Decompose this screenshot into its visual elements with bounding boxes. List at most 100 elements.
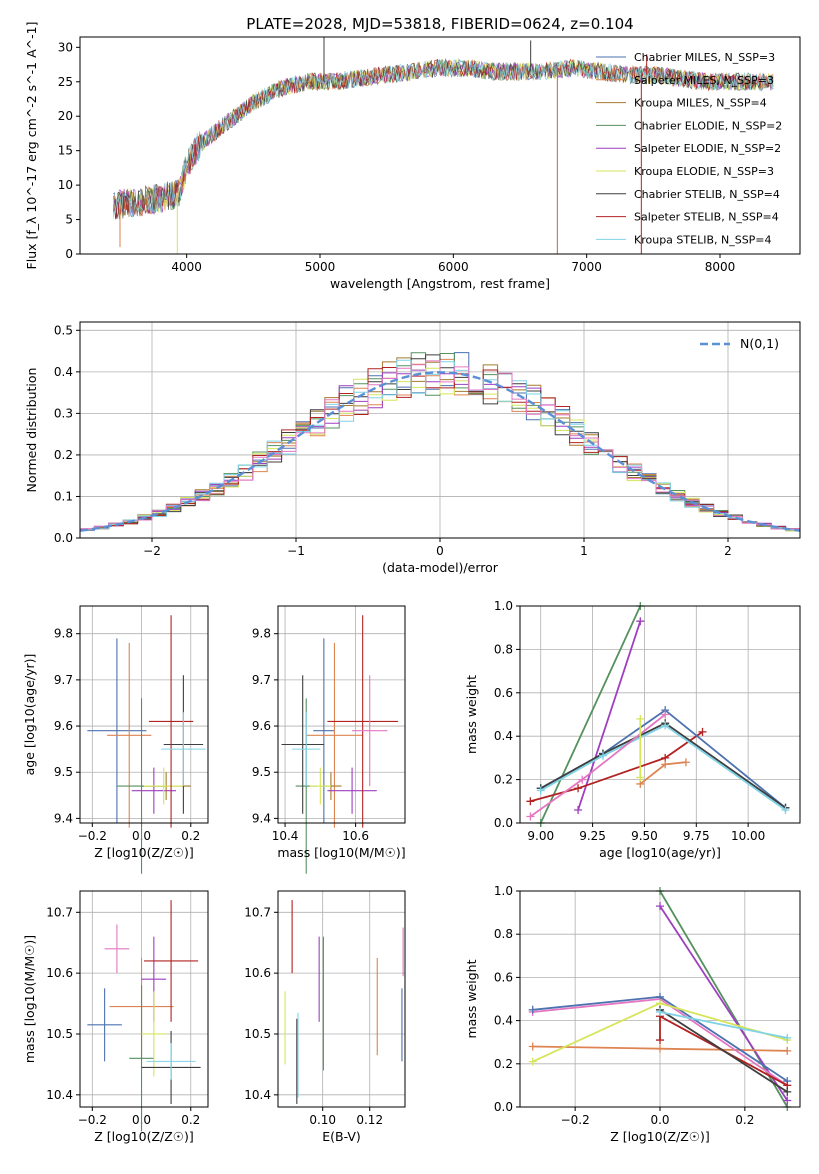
x-tick-label: 0.2 (181, 1113, 200, 1127)
y-tick-label: 5 (65, 213, 73, 227)
y-tick-label: 10 (58, 178, 73, 192)
weight-marker (661, 721, 670, 730)
x-tick-label: 10.6 (342, 829, 369, 843)
weight-line (530, 731, 704, 803)
y-tick-label: 10.5 (244, 1027, 271, 1041)
y-tick-label: 0.0 (494, 1100, 513, 1114)
y-tick-label: 10.7 (244, 905, 271, 919)
x-tick-label: 0.2 (735, 1113, 754, 1127)
y-tick-label: 9.5 (252, 765, 271, 779)
x-tick-label: −2 (143, 544, 161, 558)
y-tick-label: 0.1 (54, 489, 73, 503)
y-axis-label: Flux [f_λ 10^-17 erg cm^-2 s^-1 A^-1] (24, 22, 39, 270)
weight-line (577, 620, 642, 811)
y-tick-label: 1.0 (494, 599, 513, 613)
weight-marker (783, 1033, 792, 1042)
weight-line (659, 1011, 788, 1039)
y-tick-label: 0.6 (494, 970, 513, 984)
y-axis-label: age [log10(age/yr)] (22, 654, 37, 776)
weight-line (639, 761, 686, 785)
axes-frame (79, 890, 209, 1108)
weight-marker (656, 1007, 664, 1016)
y-tick-label: 0.4 (494, 729, 513, 743)
y-tick-label: 0.2 (494, 773, 513, 787)
x-tick-label: 4000 (171, 260, 202, 274)
weight-marker (526, 797, 535, 806)
x-axis-label: E(B-V) (322, 1129, 361, 1144)
y-tick-label: 0.2 (54, 448, 73, 462)
histogram-steps (80, 367, 800, 530)
x-tick-label: 6000 (438, 260, 469, 274)
weight-marker (783, 1087, 792, 1096)
y-tick-label: 0.6 (494, 686, 513, 700)
weight-marker (656, 1036, 664, 1045)
spectrum-line (112, 58, 774, 219)
y-tick-label: 9.7 (54, 673, 73, 687)
y-tick-label: 9.4 (54, 811, 73, 825)
x-tick-label: 10.4 (272, 829, 299, 843)
y-tick-label: 9.5 (54, 765, 73, 779)
x-tick-label: 0.0 (650, 1113, 669, 1127)
weight-marker (574, 805, 583, 814)
weight-line (539, 605, 642, 824)
legend-label: N(0,1) (740, 336, 779, 351)
weight-line (659, 905, 789, 1101)
weight-line (659, 1009, 788, 1093)
y-tick-label: 10.4 (46, 1088, 73, 1102)
x-axis-label: wavelength [Angstrom, rest frame] (330, 276, 550, 291)
y-tick-label: 0.2 (494, 1057, 513, 1071)
x-tick-label: 9.50 (631, 829, 658, 843)
weight-marker (528, 1005, 537, 1014)
weight-marker (698, 727, 707, 736)
weight-marker (661, 710, 670, 719)
x-tick-label: −0.2 (561, 1113, 590, 1127)
y-tick-label: 15 (58, 144, 73, 158)
legend-label: Kroupa ELODIE, N_SSP=3 (634, 165, 774, 178)
axes-frame (277, 890, 406, 1108)
weight-marker (781, 805, 790, 814)
y-axis-label: mass weight (464, 959, 479, 1038)
y-axis-label: mass [log10(M/M☉)] (22, 935, 37, 1063)
x-tick-label: 9.00 (527, 829, 554, 843)
x-axis-label: Z [log10(Z/Z☉)] (610, 1129, 710, 1144)
y-tick-label: 0.0 (494, 816, 513, 830)
y-tick-label: 9.6 (252, 719, 271, 733)
y-tick-label: 0.8 (494, 927, 513, 941)
legend-label: Chabrier STELIB, N_SSP=4 (634, 188, 780, 201)
weight-marker (636, 714, 645, 723)
weight-marker (656, 1044, 664, 1053)
y-tick-label: 10.7 (46, 905, 73, 919)
x-tick-label: 1 (580, 544, 588, 558)
y-tick-label: 0.0 (54, 531, 73, 545)
x-tick-label: 9.25 (579, 829, 606, 843)
y-tick-label: 0.8 (494, 642, 513, 656)
y-tick-label: 10.6 (244, 966, 271, 980)
x-tick-label: −1 (287, 544, 305, 558)
weight-marker (598, 751, 607, 760)
x-axis-label: Z [log10(Z/Z☉)] (94, 845, 194, 860)
weight-marker (783, 1046, 792, 1055)
y-tick-label: 9.8 (54, 627, 73, 641)
axes-frame (79, 36, 801, 255)
y-tick-label: 1.0 (494, 884, 513, 898)
weight-marker (783, 1096, 792, 1105)
x-axis-label: (data-model)/error (382, 560, 499, 575)
x-axis-label: mass [log10(M/M☉)] (277, 845, 405, 860)
legend-label: Chabrier ELODIE, N_SSP=2 (634, 119, 782, 132)
legend-label: Chabrier MILES, N_SSP=3 (634, 51, 775, 64)
x-tick-label: 0.10 (309, 1113, 336, 1127)
y-tick-label: 9.4 (252, 811, 271, 825)
x-tick-label: 2 (724, 544, 732, 558)
legend-label: Kroupa MILES, N_SSP=4 (634, 97, 767, 110)
y-tick-label: 0.3 (54, 406, 73, 420)
x-tick-label: 8000 (705, 260, 736, 274)
axes-frame (277, 605, 406, 824)
weight-marker (578, 775, 587, 784)
weight-marker (636, 617, 645, 626)
y-tick-label: 20 (58, 109, 73, 123)
y-axis-label: Normed distribution (24, 368, 39, 493)
axes-frame (79, 605, 209, 824)
axes-frame (79, 321, 801, 539)
x-tick-label: 0.2 (181, 829, 200, 843)
